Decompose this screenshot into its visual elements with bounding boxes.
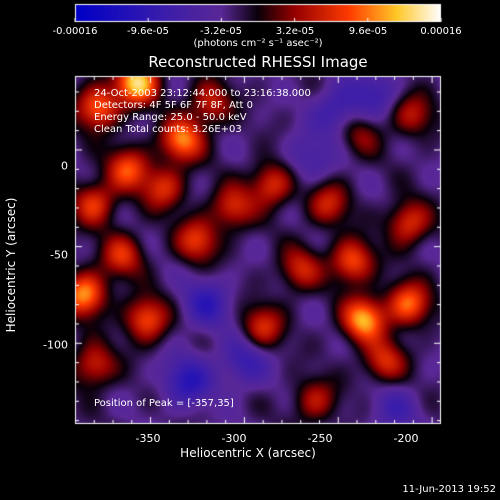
y-tick-label: 0 [61,159,68,173]
colorbar-units: (photons cm⁻² s⁻¹ asec⁻²) [193,38,323,49]
colorbar-tick-label: -3.2e-05 [200,26,242,37]
annotation-detectors: Detectors: 4F 5F 6F 7F 8F, Att 0 [94,100,254,111]
colorbar-tick-label: -0.00016 [52,26,98,37]
x-tick-label: -350 [135,432,161,445]
x-tick-label: -200 [393,432,419,445]
generation-timestamp: 11-Jun-2013 19:52 [402,484,496,495]
annotation-clean-counts: Clean Total counts: 3.26E+03 [94,124,242,135]
chart-title: Reconstructed RHESSI Image [148,53,368,71]
x-tick-label: -250 [307,432,333,445]
y-axis-label: Heliocentric Y (arcsec) [4,197,18,333]
x-axis-label: Heliocentric X (arcsec) [180,446,316,460]
colorbar-tick-label: 0.00016 [420,26,462,37]
y-tick-label: -100 [43,338,68,352]
annotation-time-range: 24-Oct-2003 23:12:44.000 to 23:16:38.000 [94,88,311,99]
colorbar-tick-label: 3.2e-05 [275,26,315,37]
annotation-energy-range: Energy Range: 25.0 - 50.0 keV [94,112,247,123]
colorbar-tick-label: -9.6e-05 [127,26,169,37]
annotation-peak-position: Position of Peak = [-357,35] [94,398,234,409]
y-tick-label: -50 [50,248,68,262]
colorbar-tick-label: 9.6e-05 [348,26,388,37]
x-tick-label: -300 [221,432,247,445]
